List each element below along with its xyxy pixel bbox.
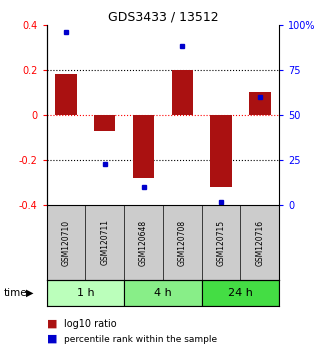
Bar — [172, 70, 193, 115]
Bar — [94, 115, 115, 131]
Bar — [202, 280, 279, 306]
Text: GSM120708: GSM120708 — [178, 219, 187, 266]
Bar — [249, 92, 271, 115]
Text: ■: ■ — [47, 334, 57, 344]
Text: GSM120711: GSM120711 — [100, 219, 109, 266]
Text: percentile rank within the sample: percentile rank within the sample — [64, 335, 217, 344]
Bar — [47, 280, 124, 306]
Bar — [133, 115, 154, 178]
Text: 24 h: 24 h — [228, 288, 253, 298]
Bar — [124, 280, 202, 306]
Text: ■: ■ — [47, 319, 57, 329]
Text: GSM120716: GSM120716 — [256, 219, 265, 266]
Bar — [55, 74, 77, 115]
Text: 4 h: 4 h — [154, 288, 172, 298]
Text: ▶: ▶ — [26, 288, 33, 298]
Text: GSM120710: GSM120710 — [61, 219, 70, 266]
Text: 1 h: 1 h — [76, 288, 94, 298]
Text: GSM120715: GSM120715 — [217, 219, 226, 266]
Text: time: time — [3, 288, 27, 298]
Text: GSM120648: GSM120648 — [139, 219, 148, 266]
Bar — [211, 115, 232, 187]
Text: log10 ratio: log10 ratio — [64, 319, 117, 329]
Title: GDS3433 / 13512: GDS3433 / 13512 — [108, 11, 218, 24]
